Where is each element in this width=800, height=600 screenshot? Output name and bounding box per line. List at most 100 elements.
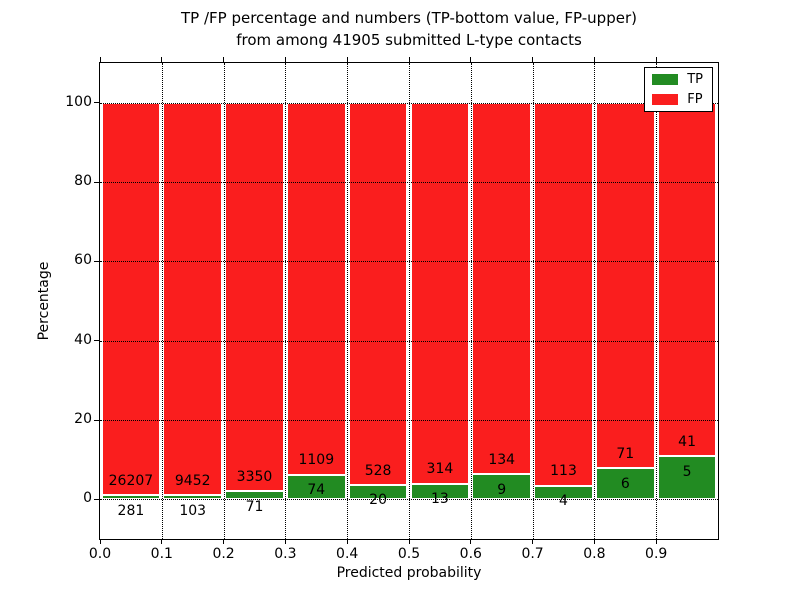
- bar-tp-segment: [410, 483, 470, 500]
- x-tick-bottom: [655, 539, 657, 544]
- x-tick-label: 0.3: [274, 546, 297, 562]
- tp-count-label: 74: [307, 481, 326, 498]
- tp-count-label: 281: [117, 502, 145, 519]
- y-tick-label: 0: [83, 490, 92, 507]
- tp-count-label: 13: [430, 491, 449, 508]
- legend-item-tp: TP: [652, 73, 703, 86]
- x-tick-bottom: [99, 539, 101, 544]
- x-tick-top: [470, 57, 472, 62]
- fp-count-label: 41: [678, 433, 696, 450]
- legend-item-fp: FP: [652, 93, 703, 106]
- plot-area: TP FP 26207 281 9452 103 3350 71 1109 74 528 20 31…: [65, 57, 719, 562]
- bar-tp-segment: [657, 456, 717, 500]
- bar-fp-segment: [225, 102, 284, 492]
- y-axis-label: Percentage: [36, 261, 52, 341]
- gridline-x-0.2: [223, 63, 225, 539]
- x-tick-label: 0.5: [397, 546, 421, 562]
- x-tick-top: [99, 57, 101, 62]
- fp-count-label: 314: [426, 461, 454, 478]
- gridline-x-0.1: [161, 63, 163, 539]
- gridline-x-0.4: [347, 63, 349, 539]
- bar-tp-segment: [472, 474, 532, 500]
- gridline-x-0.6: [470, 63, 472, 539]
- x-tick-bottom: [223, 539, 225, 544]
- x-tick-label: 0.6: [459, 546, 482, 562]
- gridline-x-0.3: [285, 63, 287, 539]
- x-axis-label: Predicted probability: [336, 565, 482, 581]
- fp-count-label: 26207: [108, 472, 154, 489]
- legend: TP FP: [644, 67, 713, 112]
- fp-count-label: 9452: [174, 472, 211, 489]
- y-tick-left: [94, 419, 99, 421]
- fp-swatch: [652, 94, 679, 105]
- legend-label-fp: FP: [687, 92, 703, 107]
- bar-tp-segment: [163, 495, 223, 500]
- x-tick-top: [593, 57, 595, 62]
- x-tick-bottom: [408, 539, 410, 544]
- bar-tp-segment: [101, 495, 161, 500]
- x-tick-bottom: [161, 539, 163, 544]
- bar-fp-segment: [534, 102, 593, 486]
- bar-fp-segment: [348, 102, 408, 485]
- y-tick-left: [94, 498, 99, 500]
- x-tick-label: 0.1: [150, 546, 173, 562]
- y-tick-left: [94, 260, 99, 262]
- x-tick-label: 0.7: [521, 546, 544, 562]
- x-tick-label: 0.2: [212, 546, 235, 562]
- gridline-x-0.8: [594, 63, 596, 539]
- x-tick-top: [284, 57, 286, 62]
- tp-count-label: 6: [620, 475, 630, 492]
- chart-title-line1: TP /FP percentage and numbers (TP-bottom…: [181, 9, 637, 27]
- bar-tp-segment: [286, 474, 346, 500]
- tp-swatch: [652, 74, 679, 85]
- tp-count-label: 103: [179, 502, 207, 519]
- gridline-x-0.5: [409, 63, 410, 539]
- x-tick-top: [532, 57, 534, 62]
- x-tick-label: 0.8: [583, 546, 606, 562]
- bar-tp-segment: [225, 491, 284, 500]
- y-tick-label: 80: [74, 173, 92, 189]
- chart-title: TP /FP percentage and numbers (TP-bottom…: [99, 7, 719, 51]
- bar-fp-segment: [163, 102, 223, 496]
- bar-tp-segment: [534, 485, 593, 500]
- x-tick-bottom: [284, 539, 286, 544]
- bar-fp-segment: [595, 102, 655, 469]
- y-tick-left: [94, 102, 99, 104]
- bar-fp-segment: [410, 102, 470, 484]
- gridline-x-0.7: [532, 63, 534, 539]
- bar-fp-segment: [472, 102, 532, 475]
- fp-count-label: 71: [616, 446, 635, 463]
- tp-count-label: 5: [682, 463, 692, 480]
- gridline-x-0.9: [656, 63, 658, 539]
- legend-label-tp: TP: [687, 72, 703, 87]
- y-tick-left: [94, 340, 99, 342]
- fp-count-label: 528: [364, 462, 392, 479]
- y-tick-label: 100: [65, 93, 92, 110]
- fp-count-label: 3350: [236, 468, 273, 485]
- x-tick-bottom: [470, 539, 472, 544]
- chart-title-line2: from among 41905 submitted L-type contac…: [236, 31, 582, 49]
- bar-tp-segment: [595, 468, 655, 500]
- tp-count-label: 4: [559, 493, 568, 510]
- x-tick-bottom: [593, 539, 595, 544]
- y-tick-label: 60: [74, 252, 92, 269]
- bar-fp-segment: [657, 102, 717, 457]
- bar-fp-segment: [101, 102, 161, 496]
- y-tick-left: [94, 181, 99, 183]
- x-tick-top: [161, 57, 163, 62]
- x-tick-bottom: [532, 539, 534, 544]
- x-tick-top: [346, 57, 348, 62]
- fp-count-label: 113: [550, 463, 577, 480]
- bar-tp-segment: [348, 484, 408, 500]
- x-tick-label: 0.4: [336, 546, 359, 562]
- tp-count-label: 9: [497, 481, 507, 498]
- tp-count-label: 20: [369, 492, 387, 509]
- x-tick-top: [408, 57, 410, 62]
- y-tick-label: 40: [74, 331, 92, 348]
- x-tick-label: 0.0: [88, 546, 112, 562]
- x-tick-label: 0.9: [645, 546, 668, 562]
- x-tick-bottom: [346, 539, 348, 544]
- bar-fp-segment: [286, 102, 346, 475]
- tp-count-label: 71: [245, 498, 264, 515]
